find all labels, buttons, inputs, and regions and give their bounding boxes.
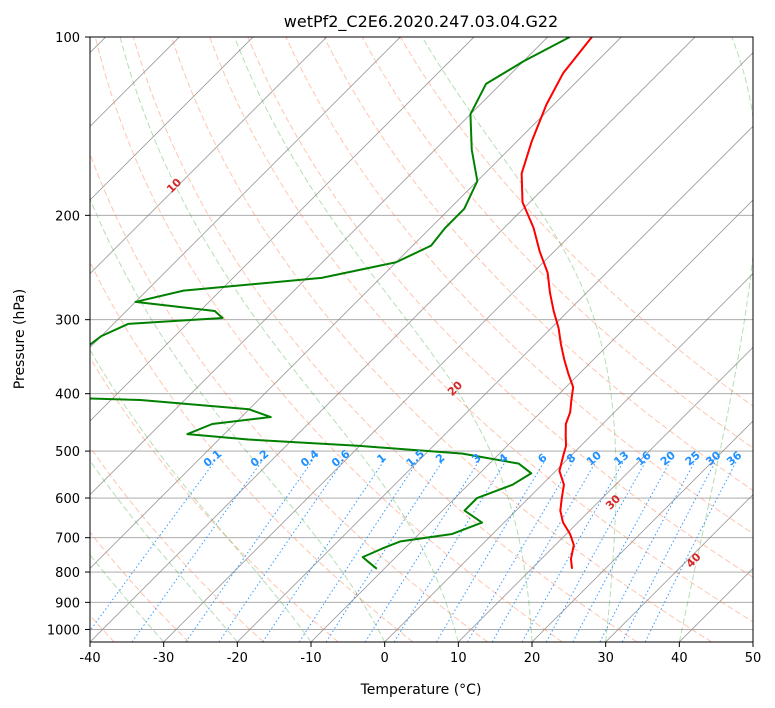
chart-title: wetPf2_C2E6.2020.247.03.04.G22 bbox=[284, 12, 558, 32]
y-tick-label: 900 bbox=[55, 596, 80, 611]
mixing-ratio-line-3 bbox=[364, 460, 480, 642]
plot-area bbox=[90, 37, 753, 642]
mixing-ratio-line-36 bbox=[644, 460, 737, 642]
mixing-ratio-line-4 bbox=[393, 460, 507, 642]
isotherm-0 bbox=[384, 273, 753, 642]
isotherm--90 bbox=[90, 37, 327, 275]
mixing-ratio-line-30 bbox=[621, 460, 717, 642]
y-tick-label: 300 bbox=[55, 314, 80, 329]
mixing-ratio-line-25 bbox=[599, 460, 696, 642]
isotherm--40 bbox=[90, 37, 696, 642]
isotherm--60 bbox=[90, 37, 548, 496]
y-tick-label: 500 bbox=[55, 445, 80, 460]
mixing-ratio-line-1.5 bbox=[298, 460, 419, 642]
dry-adiabat-100 bbox=[399, 37, 753, 407]
y-tick-label: 100 bbox=[55, 31, 80, 46]
x-tick-label: 40 bbox=[671, 651, 688, 666]
dry-adiabat-30 bbox=[132, 37, 638, 642]
dry-adiabat--10 bbox=[90, 356, 339, 642]
moist-adiabat--10 bbox=[90, 349, 312, 642]
mixing-ratio-line-1 bbox=[262, 460, 385, 642]
dry-adiabat-70 bbox=[285, 37, 753, 535]
y-tick-label: 600 bbox=[55, 492, 80, 507]
moist-adiabat-0 bbox=[90, 197, 386, 642]
mixing-ratio-line-16 bbox=[545, 460, 647, 642]
dry-adiabat-10 bbox=[90, 152, 488, 642]
dry-adiabat-90 bbox=[361, 37, 753, 449]
dry-adiabat-60 bbox=[247, 37, 753, 578]
x-tick-label: 0 bbox=[381, 651, 389, 666]
isotherm-20 bbox=[531, 420, 753, 642]
isotherm--70 bbox=[90, 37, 475, 422]
mixing-ratio-line-20 bbox=[572, 460, 671, 642]
dry-adiabat--30 bbox=[90, 531, 190, 642]
x-axis-title: Temperature (°C) bbox=[360, 682, 482, 698]
y-tick-label: 1000 bbox=[47, 623, 80, 638]
x-tick-label: 30 bbox=[597, 651, 614, 666]
x-tick-label: -10 bbox=[300, 651, 321, 666]
dry-adiabats bbox=[90, 37, 753, 642]
isotherm-30 bbox=[605, 494, 753, 642]
mixing-ratio-line-0.1 bbox=[90, 460, 216, 632]
moist-adiabats bbox=[90, 37, 753, 642]
moist-adiabat-10 bbox=[119, 37, 459, 642]
y-tick-label: 200 bbox=[55, 209, 80, 224]
y-tick-label: 700 bbox=[55, 532, 80, 547]
isotherm--50 bbox=[90, 37, 622, 569]
x-tick-label: -30 bbox=[153, 651, 174, 666]
plot-frame bbox=[89, 36, 754, 643]
isotherm--30 bbox=[163, 52, 753, 642]
isotherm--100 bbox=[90, 37, 254, 201]
y-tick-label: 800 bbox=[55, 566, 80, 581]
moist-adiabat-30 bbox=[421, 37, 617, 642]
mixing-ratio-line-0.2 bbox=[131, 460, 263, 642]
x-tick-label: 50 bbox=[745, 651, 762, 666]
isotherm-10 bbox=[458, 346, 753, 642]
y-tick-label: 400 bbox=[55, 388, 80, 403]
dry-adiabat-20 bbox=[94, 37, 563, 642]
dry-adiabat-0 bbox=[90, 260, 414, 642]
dry-adiabat-50 bbox=[209, 37, 753, 623]
x-tick-label: -20 bbox=[227, 651, 248, 666]
dry-adiabat--20 bbox=[90, 446, 264, 642]
mixing-ratio-line-13 bbox=[521, 460, 625, 642]
dry-adiabat-40 bbox=[171, 37, 713, 642]
moist-adiabat--30 bbox=[90, 554, 165, 642]
x-tick-label: -40 bbox=[79, 651, 100, 666]
moist-adiabat--20 bbox=[90, 459, 238, 642]
temperature-profile bbox=[520, 37, 593, 569]
isotherm--10 bbox=[310, 199, 753, 642]
isotherm--20 bbox=[237, 125, 753, 642]
y-axis-title: Pressure (hPa) bbox=[12, 289, 28, 389]
axes: -40 -30 -20 -10 0 10 20 30 40 50 100 200 300 400 500 60… bbox=[47, 31, 761, 666]
x-tick-label: 20 bbox=[524, 651, 541, 666]
x-tick-label: 10 bbox=[450, 651, 467, 666]
moist-adiabat-40 bbox=[678, 37, 753, 642]
